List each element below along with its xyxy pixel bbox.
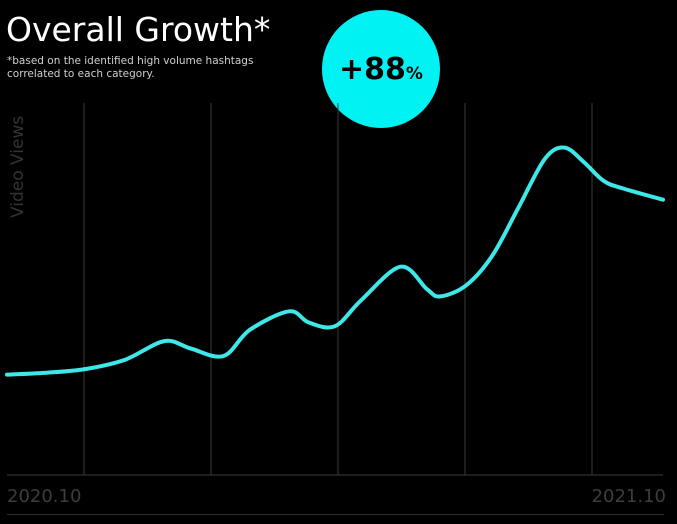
x-tick-start: 2020.10 — [7, 486, 82, 507]
bottom-rule — [7, 514, 664, 515]
growth-badge-text: +88% — [339, 52, 423, 87]
growth-value: +88 — [339, 51, 406, 87]
series-line-1 — [5, 145, 665, 377]
chart-footnote: *based on the identified high volume has… — [7, 55, 307, 81]
footnote-line-1: *based on the identified high volume has… — [7, 55, 254, 67]
x-tick-end: 2021.10 — [591, 486, 666, 507]
growth-badge: +88% — [322, 10, 440, 128]
growth-unit: % — [405, 63, 423, 84]
chart-title: Overall Growth* — [6, 10, 271, 49]
footnote-line-2: correlated to each category. — [7, 68, 155, 80]
